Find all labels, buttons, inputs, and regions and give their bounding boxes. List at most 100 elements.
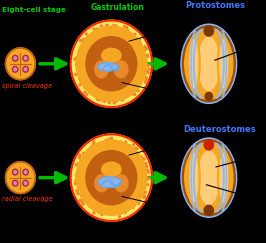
- Circle shape: [84, 91, 86, 93]
- Circle shape: [86, 150, 88, 152]
- Circle shape: [77, 193, 79, 195]
- Ellipse shape: [115, 61, 128, 78]
- Circle shape: [134, 94, 136, 95]
- Circle shape: [74, 58, 76, 60]
- Circle shape: [76, 63, 77, 65]
- Circle shape: [14, 182, 16, 185]
- Circle shape: [81, 195, 83, 197]
- Circle shape: [144, 69, 146, 70]
- Circle shape: [109, 140, 111, 142]
- Circle shape: [82, 43, 84, 45]
- Ellipse shape: [218, 150, 230, 205]
- Circle shape: [124, 25, 126, 27]
- Circle shape: [144, 73, 146, 75]
- Circle shape: [130, 93, 131, 95]
- Ellipse shape: [181, 138, 237, 217]
- Circle shape: [120, 212, 122, 214]
- Circle shape: [109, 102, 110, 104]
- Circle shape: [82, 200, 84, 202]
- Circle shape: [129, 145, 131, 147]
- Circle shape: [136, 89, 138, 91]
- Circle shape: [138, 157, 140, 159]
- Circle shape: [146, 70, 148, 72]
- Circle shape: [106, 24, 108, 26]
- Circle shape: [125, 141, 127, 143]
- Circle shape: [204, 26, 213, 36]
- Circle shape: [126, 145, 128, 147]
- Circle shape: [76, 190, 78, 192]
- Circle shape: [147, 178, 148, 180]
- Circle shape: [132, 93, 134, 95]
- Circle shape: [98, 211, 99, 213]
- Circle shape: [78, 52, 80, 54]
- Circle shape: [120, 141, 122, 143]
- Circle shape: [13, 169, 18, 175]
- Circle shape: [134, 34, 136, 35]
- Circle shape: [145, 60, 147, 61]
- Circle shape: [146, 165, 148, 167]
- Circle shape: [75, 57, 77, 59]
- Circle shape: [141, 156, 143, 158]
- Circle shape: [93, 141, 95, 143]
- Circle shape: [136, 152, 138, 154]
- Circle shape: [85, 33, 87, 35]
- Circle shape: [143, 197, 145, 199]
- Circle shape: [103, 100, 105, 102]
- Ellipse shape: [218, 36, 230, 91]
- Circle shape: [126, 26, 128, 28]
- Circle shape: [13, 67, 18, 72]
- Circle shape: [86, 151, 137, 205]
- Circle shape: [139, 43, 141, 45]
- Circle shape: [24, 57, 27, 60]
- Circle shape: [79, 200, 81, 201]
- Circle shape: [83, 39, 85, 41]
- Circle shape: [113, 102, 115, 104]
- Circle shape: [144, 192, 146, 194]
- Circle shape: [100, 212, 102, 214]
- Circle shape: [145, 178, 147, 180]
- Circle shape: [6, 162, 35, 193]
- Circle shape: [115, 27, 117, 29]
- Circle shape: [14, 68, 16, 71]
- Circle shape: [76, 190, 78, 192]
- Circle shape: [144, 195, 145, 197]
- Circle shape: [134, 204, 135, 206]
- Circle shape: [136, 148, 138, 149]
- Circle shape: [145, 48, 147, 50]
- Circle shape: [82, 198, 84, 200]
- Circle shape: [122, 28, 124, 30]
- Circle shape: [94, 94, 96, 96]
- Circle shape: [79, 154, 81, 156]
- Text: Gastrulation: Gastrulation: [91, 3, 145, 12]
- Circle shape: [75, 180, 77, 182]
- Circle shape: [145, 163, 147, 165]
- Ellipse shape: [198, 37, 219, 90]
- Circle shape: [81, 40, 83, 42]
- Circle shape: [89, 91, 91, 93]
- Circle shape: [140, 82, 142, 84]
- Circle shape: [23, 67, 28, 72]
- Circle shape: [119, 216, 120, 218]
- Circle shape: [144, 164, 146, 165]
- Ellipse shape: [102, 48, 121, 63]
- Circle shape: [81, 201, 83, 203]
- Circle shape: [115, 26, 117, 28]
- Circle shape: [24, 68, 27, 71]
- Circle shape: [138, 202, 139, 204]
- Ellipse shape: [95, 175, 108, 192]
- Circle shape: [77, 181, 78, 183]
- Circle shape: [147, 184, 148, 186]
- Circle shape: [139, 39, 140, 41]
- Ellipse shape: [102, 162, 121, 176]
- Circle shape: [70, 20, 152, 107]
- Circle shape: [144, 166, 146, 168]
- Circle shape: [204, 140, 213, 150]
- Circle shape: [113, 25, 115, 26]
- Circle shape: [14, 171, 16, 174]
- Circle shape: [74, 182, 76, 185]
- Circle shape: [144, 46, 146, 48]
- Circle shape: [92, 144, 94, 146]
- Circle shape: [76, 175, 77, 177]
- Circle shape: [78, 163, 80, 165]
- Circle shape: [83, 152, 85, 154]
